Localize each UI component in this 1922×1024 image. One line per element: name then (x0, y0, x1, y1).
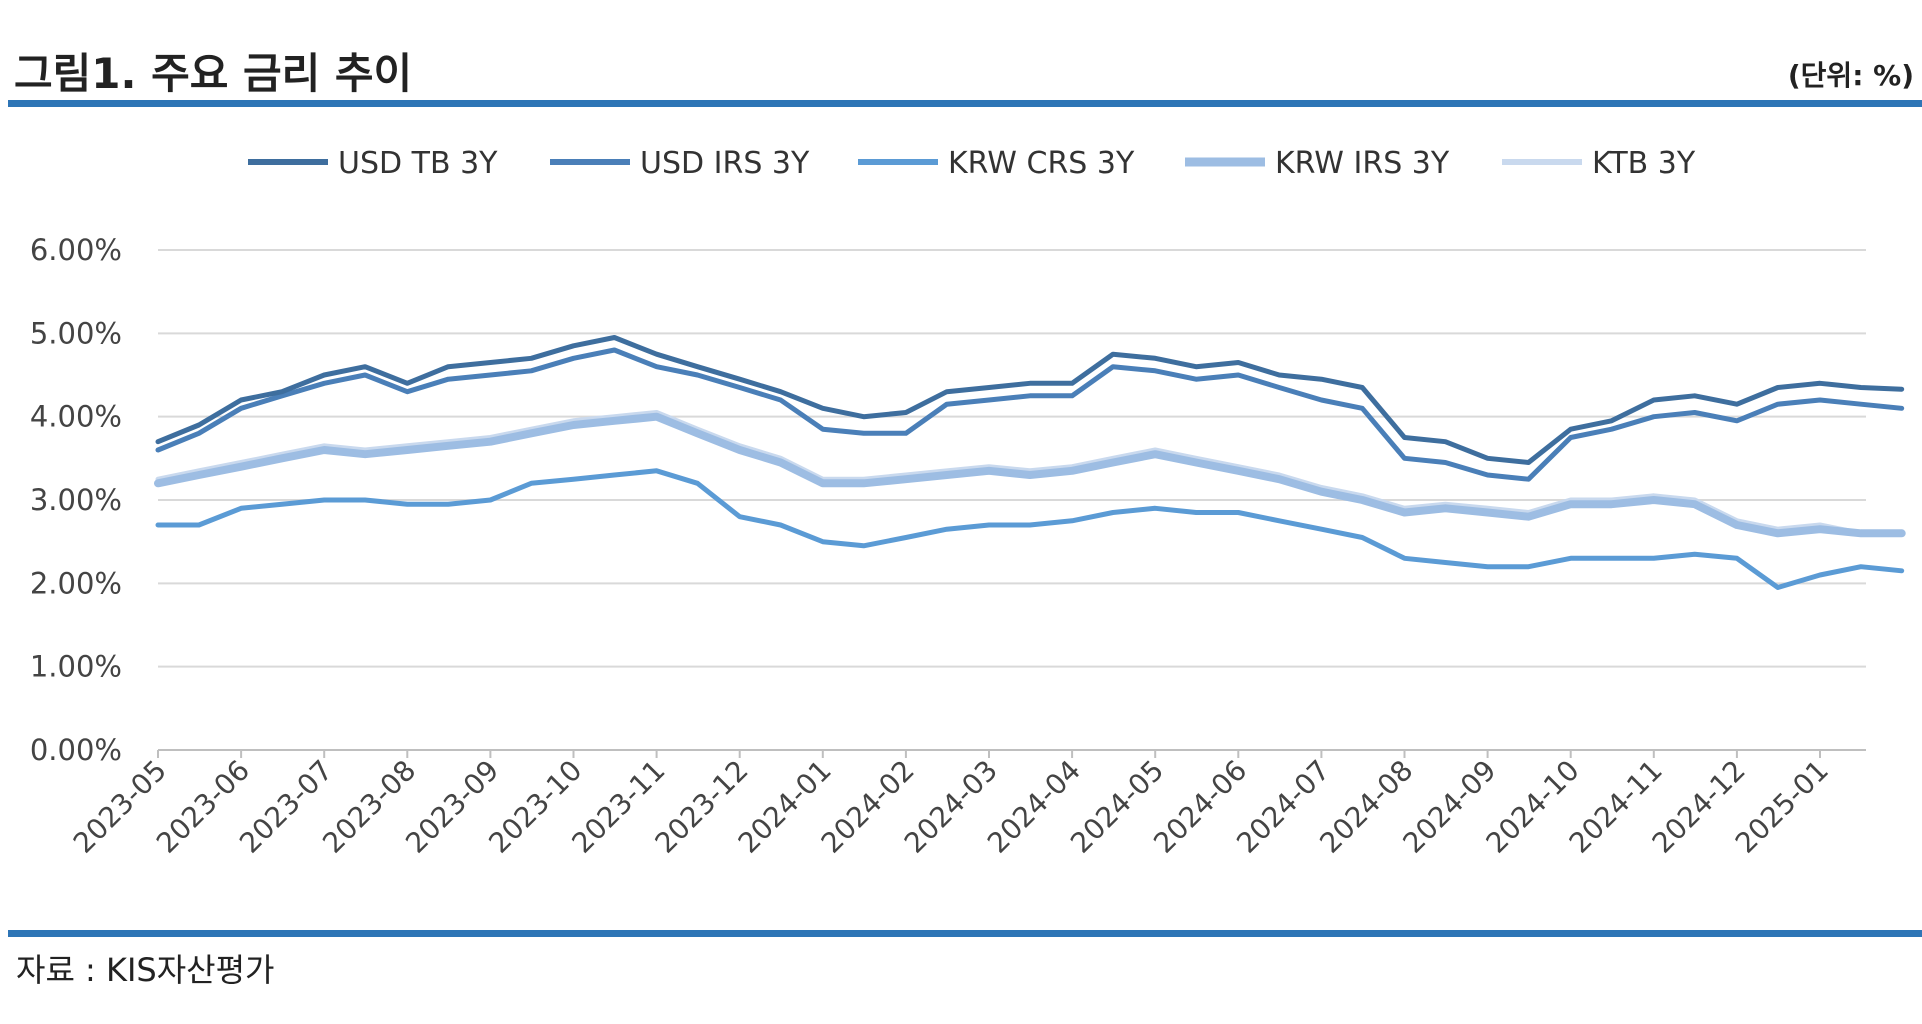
legend-label: KRW IRS 3Y (1275, 146, 1450, 181)
legend-label: USD IRS 3Y (640, 146, 810, 181)
line-chart: USD TB 3Y USD IRS 3Y KRW CRS 3Y KRW IRS 3Y K… (30, 146, 1906, 860)
legend-label: KTB 3Y (1592, 146, 1696, 181)
y-tick-label: 4.00% (30, 400, 122, 434)
y-axis: 0.00% 1.00% 2.00% 3.00% 4.00% 5.00% 6.00% (30, 233, 122, 767)
x-tick-label: 2025-01 (1729, 754, 1835, 860)
plot-lines (154, 335, 1906, 590)
y-tick-label: 0.00% (30, 733, 122, 767)
chart-title: 그림1. 주요 금리 추이 (14, 49, 413, 98)
series-line (154, 412, 1906, 538)
y-tick-label: 3.00% (30, 483, 122, 517)
series-line (155, 347, 1905, 482)
y-tick-label: 6.00% (30, 233, 122, 267)
series-line (155, 468, 1905, 590)
top-rule (8, 100, 1922, 107)
y-tick-label: 2.00% (30, 566, 122, 600)
legend-label: KRW CRS 3Y (948, 146, 1135, 181)
series-line (155, 410, 1905, 536)
y-tick-label: 5.00% (30, 316, 122, 350)
gridlines (158, 249, 1866, 751)
bottom-rule (8, 930, 1922, 937)
series-line (155, 335, 1905, 465)
chart-legend: USD TB 3Y USD IRS 3Y KRW CRS 3Y KRW IRS 3Y K… (248, 146, 1696, 181)
source-note: 자료 : KIS자산평가 (16, 951, 275, 989)
unit-label: (단위: %) (1787, 59, 1914, 92)
legend-label: USD TB 3Y (338, 146, 498, 181)
y-tick-label: 1.00% (30, 650, 122, 684)
x-axis: 2023-052023-062023-072023-082023-092023-… (67, 750, 1835, 860)
